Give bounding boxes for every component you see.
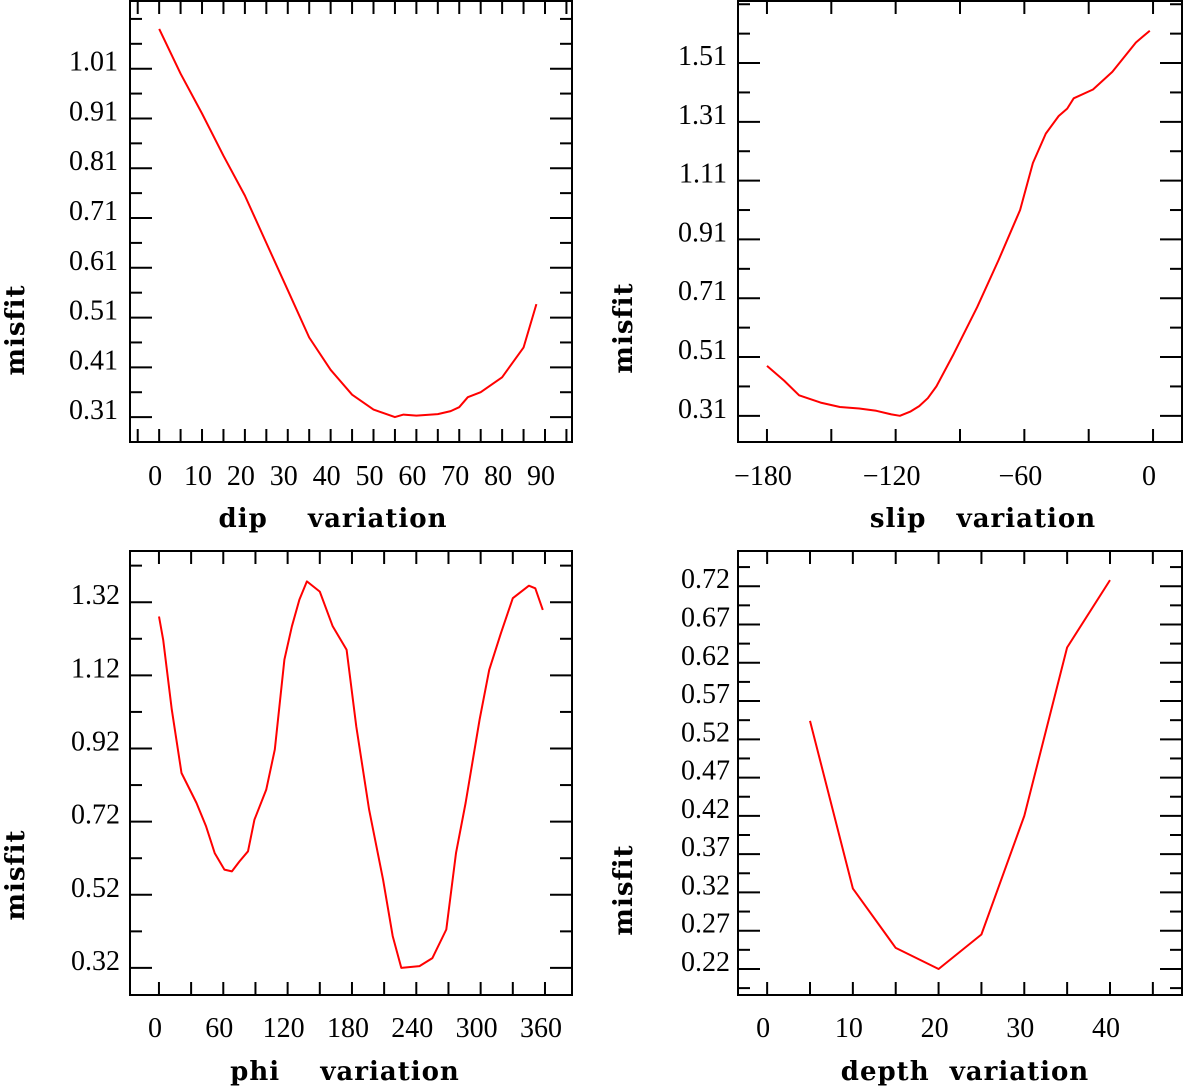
y-tick-label: 0.52: [71, 873, 120, 904]
y-tick-label: 1.01: [69, 47, 118, 78]
y-tick-label: 0.91: [69, 96, 118, 127]
y-tick-label: 0.32: [71, 946, 120, 977]
y-tick-label: 0.71: [69, 196, 118, 227]
y-tick-label: 0.72: [71, 800, 120, 831]
y-tick-label: 1.32: [71, 580, 120, 611]
plot-frame: [129, 0, 573, 443]
x-tick-label: 90: [527, 461, 555, 492]
misfit-line-dip: [158, 28, 538, 419]
x-axis-title: depth variation: [841, 1057, 1089, 1086]
x-axis-title: slip variation: [870, 504, 1096, 534]
x-tick-label: 0: [148, 1013, 162, 1044]
y-axis-title: misfit: [609, 844, 639, 935]
y-tick-label: 0.71: [678, 276, 727, 307]
x-tick-label: 20: [227, 461, 255, 492]
x-tick-label: 180: [327, 1013, 369, 1044]
misfit-line-phi: [158, 580, 544, 969]
y-tick-label: 0.72: [681, 564, 730, 595]
x-tick-label: 40: [1092, 1013, 1120, 1044]
y-tick-label: 0.41: [69, 345, 118, 376]
subplot-slip: −180 −120 −60 0 0.31 0.51 0.71 0.91 1.11 1.31 1.51…: [609, 0, 1183, 534]
x-tick-label: 240: [391, 1013, 433, 1044]
x-tick-label: 30: [1006, 1013, 1034, 1044]
y-tick-label: 0.31: [69, 395, 118, 426]
plot-frame: [737, 550, 1183, 996]
subplot-dip: 0 10 20 30 40 50 60 70 80 90 0.31 0.41 0.51 0.61 0.71 0…: [1, 0, 573, 534]
x-axis-title: phi variation: [230, 1057, 460, 1086]
x-tick-label: 40: [313, 461, 341, 492]
y-tick-label: 0.32: [681, 870, 730, 901]
y-tick-label: 0.47: [681, 756, 730, 787]
x-tick-label: 10: [835, 1013, 863, 1044]
misfit-line-slip: [766, 29, 1151, 417]
x-tick-label: 20: [921, 1013, 949, 1044]
x-tick-label: 70: [441, 461, 469, 492]
x-tick-label: 360: [520, 1013, 562, 1044]
y-axis-title: misfit: [609, 282, 639, 373]
y-tick-label: 0.52: [681, 717, 730, 748]
y-tick-label: 0.42: [681, 794, 730, 825]
x-tick-label: 10: [184, 461, 212, 492]
x-tick-label: 0: [148, 461, 162, 492]
x-tick-label: 0: [1142, 461, 1156, 492]
y-tick-label: 0.57: [681, 679, 730, 710]
x-tick-label: 60: [398, 461, 426, 492]
x-tick-label: 80: [484, 461, 512, 492]
x-tick-label: 30: [270, 461, 298, 492]
y-tick-label: 0.62: [681, 641, 730, 672]
y-tick-label: 0.37: [681, 832, 730, 863]
x-tick-label: 60: [205, 1013, 233, 1044]
y-tick-label: 0.51: [69, 296, 118, 327]
x-tick-label: −120: [863, 461, 921, 492]
y-tick-label: 0.67: [681, 602, 730, 633]
x-tick-label: 120: [263, 1013, 305, 1044]
x-tick-label: −180: [734, 461, 792, 492]
misfit-line-depth: [809, 579, 1111, 970]
y-tick-label: 0.22: [681, 947, 730, 978]
y-tick-label: 1.51: [678, 41, 727, 72]
x-tick-label: 50: [356, 461, 384, 492]
y-tick-label: 0.31: [678, 394, 727, 425]
y-axis-title: misfit: [1, 284, 31, 375]
y-axis-title: misfit: [1, 829, 31, 920]
y-tick-label: 0.92: [71, 726, 120, 757]
y-tick-label: 0.27: [681, 909, 730, 940]
y-tick-label: 1.11: [679, 159, 727, 190]
subplot-depth: 0 10 20 30 40 0.22 0.27 0.32 0.37 0.42 0.47 0.52 0.5…: [609, 550, 1183, 1086]
subplot-phi: 0 60 120 180 240 300 360 0.32 0.52 0.72 0.92 1.12 1.…: [1, 550, 573, 1086]
y-tick-label: 1.31: [678, 100, 727, 131]
y-tick-label: 1.12: [71, 653, 120, 684]
y-tick-label: 0.61: [69, 246, 118, 277]
y-tick-label: 0.91: [678, 217, 727, 248]
x-tick-label: −60: [998, 461, 1042, 492]
y-tick-label: 0.81: [69, 146, 118, 177]
x-tick-label: 300: [456, 1013, 498, 1044]
x-tick-label: 0: [756, 1013, 770, 1044]
y-tick-label: 0.51: [678, 335, 727, 366]
x-axis-title: dip variation: [219, 504, 448, 534]
